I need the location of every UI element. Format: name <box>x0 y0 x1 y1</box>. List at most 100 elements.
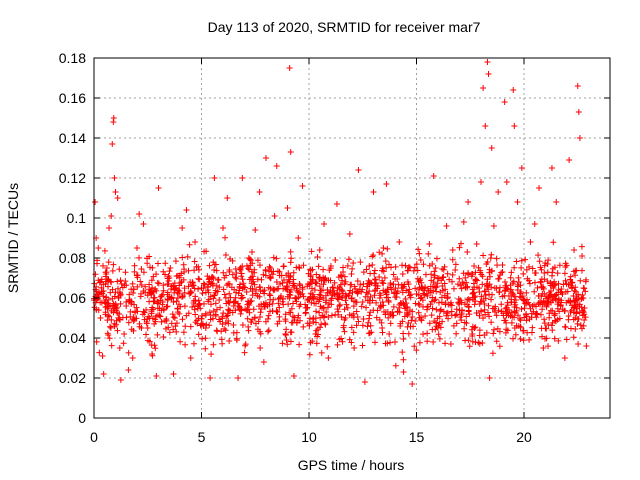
data-point <box>324 343 331 350</box>
data-point <box>379 298 386 305</box>
data-point <box>136 211 143 217</box>
data-point <box>378 319 385 326</box>
data-point <box>508 309 515 316</box>
data-point <box>387 339 394 346</box>
data-point <box>575 341 582 348</box>
data-point <box>469 294 476 301</box>
data-point <box>444 270 451 277</box>
data-point <box>243 289 250 295</box>
y-tick-label: 0.02 <box>59 370 86 386</box>
y-tick-label: 0 <box>78 410 86 426</box>
data-point <box>237 281 244 288</box>
data-point <box>350 314 357 321</box>
data-point <box>551 282 558 289</box>
data-point <box>531 279 538 286</box>
data-point <box>334 306 341 313</box>
data-point <box>488 145 495 151</box>
data-point <box>501 317 508 324</box>
data-point <box>580 309 587 316</box>
data-point <box>325 355 332 361</box>
data-point <box>463 279 470 286</box>
data-point <box>517 336 524 343</box>
data-point <box>254 326 261 333</box>
y-tick-label: 0.08 <box>59 250 86 266</box>
data-point <box>269 308 276 315</box>
data-point <box>150 273 157 280</box>
data-point <box>486 291 493 298</box>
data-point <box>271 213 278 219</box>
data-point <box>435 331 442 338</box>
data-point <box>577 322 584 329</box>
data-point <box>578 304 585 311</box>
data-point <box>286 65 293 71</box>
data-point <box>338 273 345 279</box>
data-point <box>377 302 384 309</box>
data-point <box>537 279 544 286</box>
data-point <box>232 307 239 314</box>
data-point <box>348 281 355 288</box>
data-point <box>476 340 483 347</box>
data-point <box>106 313 113 320</box>
data-point <box>213 306 220 313</box>
data-point <box>224 195 231 201</box>
data-point <box>170 371 177 377</box>
data-point <box>101 247 108 254</box>
data-point <box>556 262 563 269</box>
data-point <box>480 252 487 259</box>
data-point <box>422 313 429 319</box>
data-point <box>147 264 154 271</box>
data-point <box>568 285 575 292</box>
data-point <box>284 205 291 211</box>
data-point <box>539 306 546 313</box>
data-point <box>493 338 500 345</box>
data-point <box>154 279 161 286</box>
data-point <box>365 330 372 337</box>
data-point <box>180 276 187 283</box>
data-point <box>570 316 577 323</box>
data-point <box>307 266 314 273</box>
data-point <box>348 270 355 277</box>
data-point <box>480 85 487 91</box>
data-point <box>256 262 263 269</box>
data-point <box>290 373 297 379</box>
data-point <box>154 305 161 312</box>
data-point <box>404 309 411 316</box>
data-point <box>233 329 240 336</box>
data-point <box>280 301 287 308</box>
data-point <box>252 227 259 233</box>
data-point <box>513 307 520 314</box>
data-point <box>474 277 481 284</box>
data-point <box>129 280 136 287</box>
data-point <box>176 290 183 297</box>
data-point <box>278 272 285 279</box>
data-point <box>406 307 413 314</box>
data-point <box>581 317 588 323</box>
data-point <box>503 179 510 185</box>
data-point <box>433 255 440 262</box>
data-point <box>235 375 242 381</box>
data-point <box>465 296 472 303</box>
data-point <box>429 305 436 312</box>
data-point <box>549 265 556 272</box>
data-point <box>402 295 409 302</box>
data-point <box>411 264 418 271</box>
data-point <box>350 260 357 267</box>
data-point <box>200 300 207 307</box>
data-point <box>211 175 218 181</box>
data-point <box>287 248 294 255</box>
data-point <box>191 267 198 274</box>
data-point <box>282 311 289 318</box>
data-point <box>424 330 431 337</box>
data-point <box>546 294 553 301</box>
data-point <box>113 305 120 312</box>
data-point <box>541 320 548 327</box>
data-point <box>262 272 269 279</box>
data-point <box>320 281 327 288</box>
data-point <box>555 337 562 344</box>
data-point <box>105 332 112 339</box>
data-point <box>487 255 494 262</box>
data-point <box>458 285 465 292</box>
data-point <box>439 265 446 272</box>
data-point <box>282 318 289 325</box>
data-point <box>341 306 348 313</box>
